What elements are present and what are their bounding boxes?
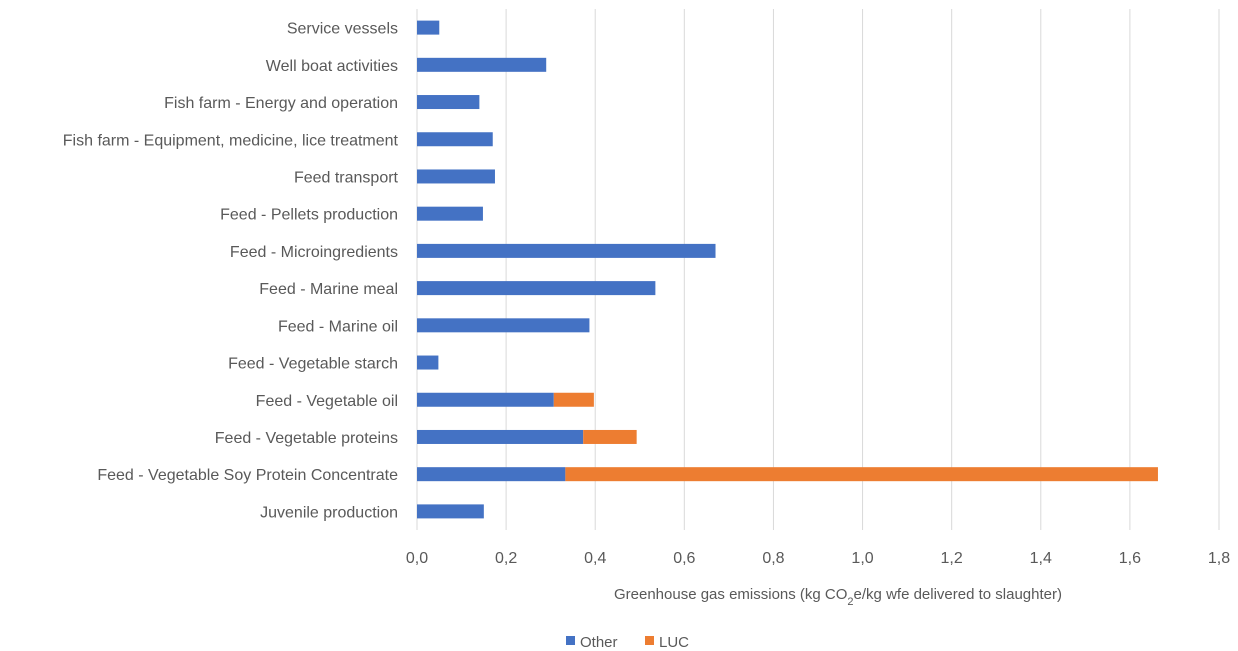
x-tick-label: 0,8 xyxy=(762,550,784,567)
legend-label-other: Other xyxy=(580,634,618,651)
x-tick-label: 0,2 xyxy=(495,550,517,567)
x-axis-title: Greenhouse gas emissions (kg CO2e/kg wfe… xyxy=(614,586,1062,608)
category-label: Feed - Marine meal xyxy=(259,281,398,298)
legend-swatch-luc xyxy=(645,636,654,645)
bar-other xyxy=(417,504,484,519)
legend-label-luc: LUC xyxy=(659,634,689,651)
category-label: Feed - Pellets production xyxy=(220,207,398,224)
category-label: Service vessels xyxy=(287,21,398,38)
x-tick-label: 1,6 xyxy=(1119,550,1141,567)
bar-other xyxy=(417,355,439,370)
x-tick-label: 0,6 xyxy=(673,550,695,567)
category-label: Feed - Vegetable proteins xyxy=(215,430,398,447)
category-labels: Service vessels Well boat activities Fish … xyxy=(63,21,399,522)
bar-other xyxy=(417,206,483,221)
category-label: Feed - Vegetable Soy Protein Concentrate xyxy=(97,467,398,484)
legend: Other LUC xyxy=(566,634,689,651)
bar-other xyxy=(417,281,656,296)
bar-other xyxy=(417,57,547,72)
bar-other xyxy=(417,169,495,184)
category-label: Feed - Vegetable oil xyxy=(256,393,398,410)
bar-other xyxy=(417,132,493,147)
bars xyxy=(417,20,1158,519)
category-label: Feed transport xyxy=(294,169,399,186)
category-label: Feed - Vegetable starch xyxy=(228,356,398,373)
x-tick-label: 0,4 xyxy=(584,550,606,567)
bar-other xyxy=(417,318,590,333)
x-tick-label: 1,0 xyxy=(851,550,873,567)
x-tick-label: 1,2 xyxy=(941,550,963,567)
category-label: Feed - Microingredients xyxy=(230,244,398,261)
bar-other xyxy=(417,467,566,482)
category-label: Juvenile production xyxy=(260,504,398,521)
bar-other xyxy=(417,243,716,258)
bar-other xyxy=(417,20,440,35)
category-label: Fish farm - Energy and operation xyxy=(164,95,398,112)
bar-luc xyxy=(583,429,637,444)
category-label: Fish farm - Equipment, medicine, lice tr… xyxy=(63,132,399,149)
x-tick-label: 1,8 xyxy=(1208,550,1230,567)
x-tick-labels: 0,0 0,2 0,4 0,6 0,8 1,0 1,2 1,4 1,6 1,8 xyxy=(406,550,1230,567)
bar-other xyxy=(417,95,480,110)
bar-other xyxy=(417,392,554,407)
gridlines xyxy=(416,9,1220,530)
x-tick-label: 0,0 xyxy=(406,550,428,567)
category-label: Well boat activities xyxy=(266,58,398,75)
bar-luc xyxy=(565,467,1158,482)
x-tick-label: 1,4 xyxy=(1030,550,1052,567)
category-label: Feed - Marine oil xyxy=(278,318,398,335)
x-axis-title-suffix: e/kg wfe delivered to slaughter) xyxy=(854,586,1062,603)
bar-other xyxy=(417,429,584,444)
legend-swatch-other xyxy=(566,636,575,645)
x-axis-title-subscript: 2 xyxy=(847,596,853,608)
x-axis-title-prefix: Greenhouse gas emissions (kg CO xyxy=(614,586,847,603)
bar-luc xyxy=(553,392,594,407)
